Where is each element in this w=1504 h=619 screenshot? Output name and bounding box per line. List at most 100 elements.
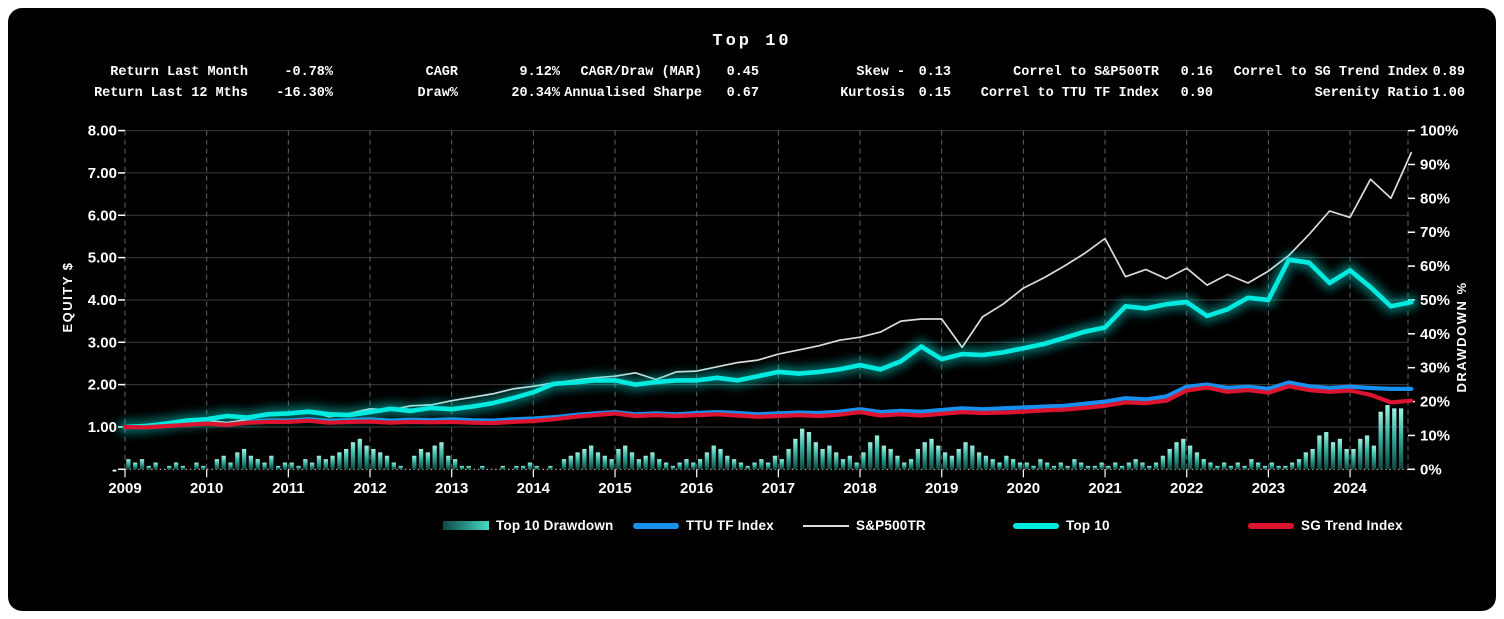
drawdown-bar xyxy=(371,448,376,470)
drawdown-bar xyxy=(1119,465,1125,470)
drawdown-bar xyxy=(282,462,288,470)
chart-panel: Top 10 Return Last Month -0.78% CAGR 9.12% C… xyxy=(8,8,1496,611)
drawdown-bar xyxy=(1017,462,1023,470)
drawdown-bar xyxy=(221,455,226,470)
stat-value: 1.00 xyxy=(1432,86,1465,101)
drawdown-bar xyxy=(868,442,873,470)
drawdown-bar xyxy=(942,452,948,470)
svg-text:4.00: 4.00 xyxy=(88,292,117,309)
drawdown-bar xyxy=(241,448,247,470)
drawdown-bar xyxy=(1344,448,1349,470)
drawdown-bar xyxy=(391,462,396,470)
legend-item: TTU TF Index xyxy=(633,518,803,533)
drawdown-bar xyxy=(997,462,1002,470)
svg-text:2010: 2010 xyxy=(190,480,223,497)
stat-value: 0.45 xyxy=(726,65,759,80)
drawdown-bar xyxy=(731,459,737,470)
drawdown-bar xyxy=(248,455,254,470)
svg-text:2017: 2017 xyxy=(762,480,795,497)
drawdown-bar xyxy=(895,455,900,470)
drawdown-bar xyxy=(609,459,614,470)
legend-label: SG Trend Index xyxy=(1301,518,1403,533)
drawdown-bar xyxy=(1215,465,1220,470)
drawdown-bar xyxy=(745,465,750,470)
drawdown-bar xyxy=(1201,459,1206,470)
drawdown-bar xyxy=(1256,462,1261,470)
svg-text:2014: 2014 xyxy=(517,480,551,497)
drawdown-bar xyxy=(663,462,669,470)
drawdown-bar xyxy=(378,452,383,470)
drawdown-bar xyxy=(902,462,907,470)
drawdown-bar xyxy=(384,455,390,470)
drawdown-bar xyxy=(1038,459,1043,470)
stats-row-2: Return Last 12 Mths -16.30% Draw% 20.34% Ann… xyxy=(8,83,1496,104)
legend-swatch-icon xyxy=(803,524,849,527)
stat-label: Correl to SG Trend Index xyxy=(1233,65,1428,80)
drawdown-bar xyxy=(452,459,458,470)
legend-swatch-icon xyxy=(443,521,489,530)
svg-text:30%: 30% xyxy=(1420,360,1450,377)
legend-swatch-icon xyxy=(1248,522,1294,529)
drawdown-bar xyxy=(418,448,424,470)
left-axis-title: EQUITY $ xyxy=(60,261,75,332)
drawdown-bar xyxy=(180,465,185,470)
drawdown-bar xyxy=(779,459,784,470)
drawdown-bar xyxy=(289,462,294,470)
drawdown-bar xyxy=(1324,432,1329,470)
drawdown-bar xyxy=(1385,404,1390,470)
drawdown-bar xyxy=(650,452,655,470)
svg-text:2.00: 2.00 xyxy=(88,377,117,394)
stat-value: 0.67 xyxy=(726,86,759,101)
legend-label: S&P500TR xyxy=(856,518,926,533)
drawdown-bar xyxy=(296,465,301,470)
drawdown-bar xyxy=(874,435,880,470)
svg-text:10%: 10% xyxy=(1420,427,1450,444)
drawdown-bar xyxy=(738,462,744,470)
stat-value: -16.30% xyxy=(276,86,333,101)
drawdown-bar xyxy=(1031,465,1036,470)
legend-item: SG Trend Index xyxy=(1248,518,1408,533)
drawdown-bar xyxy=(800,428,805,470)
drawdown-bar xyxy=(337,452,342,470)
drawdown-bar xyxy=(922,442,927,470)
stat-label: Return Last 12 Mths xyxy=(94,86,248,101)
svg-text:50%: 50% xyxy=(1420,292,1450,309)
drawdown-bar xyxy=(1153,462,1159,470)
drawdown-bar xyxy=(269,455,274,470)
svg-text:2018: 2018 xyxy=(843,480,876,497)
svg-text:-: - xyxy=(112,461,117,478)
svg-text:90%: 90% xyxy=(1420,156,1450,173)
stat-value: 0.13 xyxy=(918,65,951,80)
drawdown-bar xyxy=(616,448,621,470)
legend-label: Top 10 Drawdown xyxy=(496,518,614,533)
drawdown-bar xyxy=(602,455,607,470)
drawdown-bar xyxy=(1283,465,1288,470)
drawdown-bar xyxy=(1228,465,1234,470)
drawdown-bar xyxy=(520,465,526,470)
drawdown-bar xyxy=(813,442,818,470)
drawdown-bar xyxy=(629,452,635,470)
drawdown-bar xyxy=(582,448,587,470)
drawdown-bar xyxy=(1303,452,1308,470)
drawdown-bar xyxy=(173,462,179,470)
drawdown-bar xyxy=(861,452,866,470)
svg-text:2020: 2020 xyxy=(1007,480,1040,497)
chart-area: 8.00 7.00 6.00 5.00 4.00 3.00 2.00 1.00 - 100% 90%… xyxy=(8,105,1496,505)
series-sg-trend-index xyxy=(122,384,1414,430)
svg-text:1.00: 1.00 xyxy=(88,419,117,436)
drawdown-bar xyxy=(1167,448,1172,470)
drawdown-bar xyxy=(575,452,580,470)
svg-text:3.00: 3.00 xyxy=(88,334,117,351)
drawdown-bar xyxy=(956,448,961,470)
drawdown-bar xyxy=(1085,465,1091,470)
drawdown-bar xyxy=(1147,465,1152,470)
svg-text:8.00: 8.00 xyxy=(88,123,117,140)
drawdown-bar xyxy=(561,459,567,470)
drawdown-bar xyxy=(1051,465,1057,470)
right-axis-title: DRAWDOWN % xyxy=(1454,281,1469,392)
stat-label: Skew - xyxy=(856,65,905,80)
stat-label: Return Last Month xyxy=(110,65,248,80)
drawdown-bar xyxy=(201,465,206,470)
drawdown-bar xyxy=(881,445,887,470)
